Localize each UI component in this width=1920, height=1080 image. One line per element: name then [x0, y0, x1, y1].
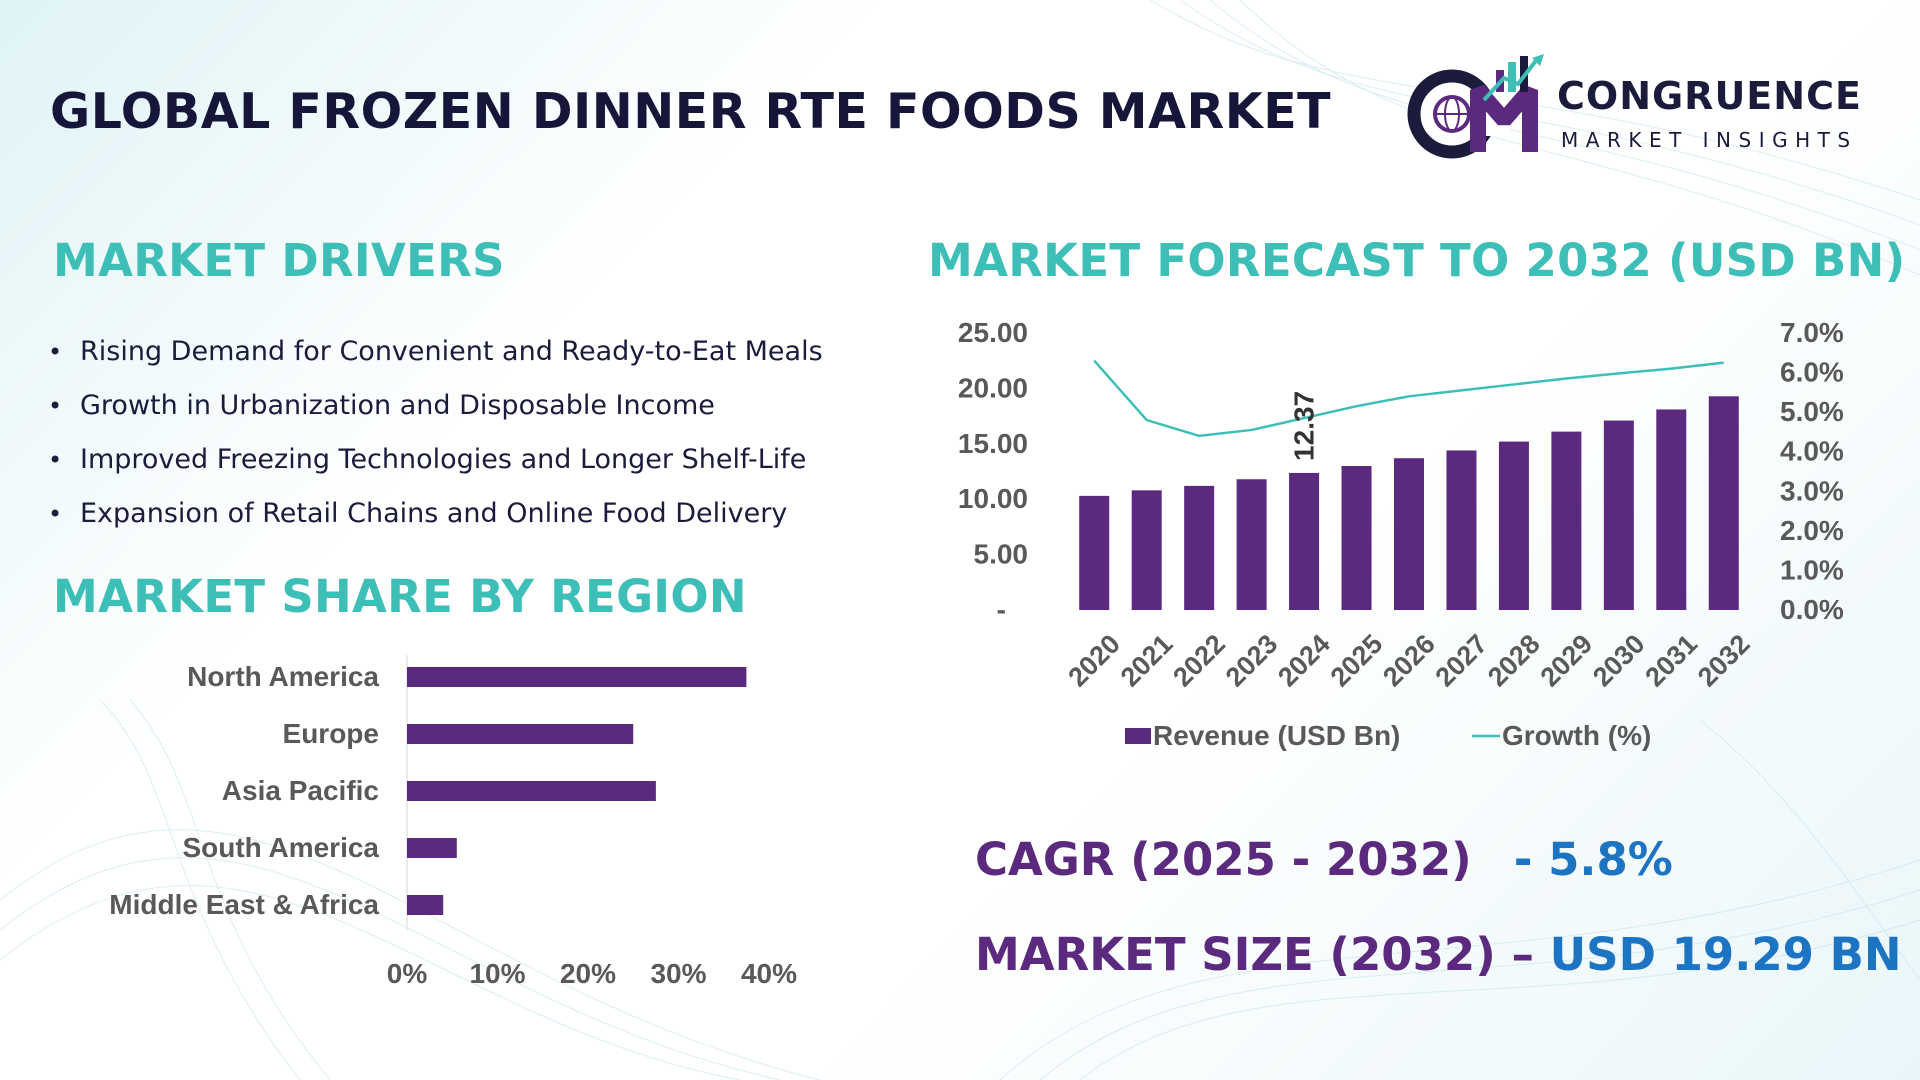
driver-item: • Improved Freezing Technologies and Long…	[48, 436, 823, 490]
region-bar	[407, 781, 656, 801]
revenue-bar	[1341, 465, 1372, 610]
driver-text: Growth in Urbanization and Disposable In…	[80, 390, 715, 421]
growth-line	[1093, 359, 1724, 438]
x-tick-label: 2027	[1430, 629, 1494, 693]
legend-growth-label: Growth (%)	[1502, 720, 1651, 751]
x-tick-label: 2028	[1482, 629, 1546, 693]
y-right-tick-label: 0.0%	[1780, 594, 1844, 625]
region-label: South America	[182, 832, 379, 863]
page-title: GLOBAL FROZEN DINNER RTE FOODS MARKET	[50, 83, 1332, 140]
company-logo: CONGRUENCE MARKET INSIGHTS	[1400, 52, 1900, 162]
logo-tagline: MARKET INSIGHTS	[1561, 128, 1858, 152]
x-tick-label: 2024	[1272, 629, 1336, 693]
y-left-tick-label: -	[997, 594, 1006, 625]
logo-name: CONGRUENCE	[1557, 74, 1862, 118]
bar-data-label: 12.37	[1289, 391, 1320, 461]
region-label: Asia Pacific	[222, 775, 379, 806]
x-tick-label: 30%	[650, 958, 706, 989]
y-right-tick-label: 3.0%	[1780, 475, 1844, 506]
y-right-tick-label: 2.0%	[1780, 515, 1844, 546]
region-label: Europe	[283, 718, 379, 749]
x-tick-label: 2020	[1062, 629, 1126, 693]
y-right-tick-label: 6.0%	[1780, 357, 1844, 388]
cagr-value: - 5.8%	[1513, 833, 1673, 886]
revenue-bar	[1079, 495, 1110, 610]
cagr-label: CAGR (2025 - 2032)	[975, 833, 1472, 886]
x-tick-label: 2026	[1377, 629, 1441, 693]
bullet-icon: •	[48, 500, 63, 528]
bullet-icon: •	[48, 338, 63, 366]
revenue-bar	[1184, 485, 1215, 610]
x-tick-label: 40%	[741, 958, 797, 989]
forecast-chart: - 5.00 10.00 15.00 20.00 25.00 0.0% 1.0% 2.0% 3.0…	[958, 317, 1844, 751]
driver-item: • Growth in Urbanization and Disposable I…	[48, 382, 823, 436]
y-left-tick-label: 25.00	[958, 317, 1028, 348]
x-tick-label: 0%	[387, 958, 428, 989]
cagr-metric: CAGR (2025 - 2032) - 5.8%	[975, 833, 1673, 886]
region-heading: MARKET SHARE BY REGION	[53, 570, 747, 623]
x-tick-label: 2025	[1325, 629, 1389, 693]
driver-item: • Expansion of Retail Chains and Online F…	[48, 490, 823, 544]
market-size-label: MARKET SIZE (2032) –	[975, 928, 1534, 981]
revenue-bar	[1551, 431, 1582, 610]
revenue-bar	[1498, 441, 1529, 610]
revenue-bar	[1603, 420, 1634, 610]
driver-text: Rising Demand for Convenient and Ready-t…	[80, 336, 823, 367]
x-tick-label: 20%	[560, 958, 616, 989]
revenue-bar	[1708, 396, 1739, 610]
x-tick-label: 2031	[1639, 629, 1703, 693]
region-label: North America	[187, 661, 379, 692]
region-label: Middle East & Africa	[109, 889, 379, 920]
market-size-value: USD 19.29 BN	[1549, 928, 1902, 981]
forecast-heading: MARKET FORECAST TO 2032 (USD BN)	[928, 234, 1906, 287]
revenue-bar	[1446, 450, 1477, 610]
legend-revenue-label: Revenue (USD Bn)	[1153, 720, 1400, 751]
revenue-bar	[1131, 490, 1162, 610]
driver-item: • Rising Demand for Convenient and Ready-…	[48, 328, 823, 382]
y-left-tick-label: 20.00	[958, 372, 1028, 403]
market-size-metric: MARKET SIZE (2032) – USD 19.29 BN	[975, 928, 1902, 981]
drivers-list: • Rising Demand for Convenient and Ready-…	[48, 328, 823, 544]
revenue-bar	[1656, 409, 1687, 610]
y-right-tick-label: 4.0%	[1780, 436, 1844, 467]
revenue-bar	[1236, 479, 1267, 610]
region-bar	[407, 724, 634, 744]
y-right-tick-label: 5.0%	[1780, 396, 1844, 427]
x-tick-label: 2032	[1692, 629, 1756, 693]
drivers-heading: MARKET DRIVERS	[53, 234, 505, 287]
region-share-chart: North America Europe Asia Pacific South Ame…	[109, 655, 797, 989]
y-left-tick-label: 10.00	[958, 483, 1028, 514]
x-tick-label: 2023	[1220, 629, 1284, 693]
region-bar	[407, 895, 444, 915]
x-tick-label: 2022	[1167, 629, 1231, 693]
logo-mark-icon	[1407, 54, 1544, 159]
y-right-tick-label: 1.0%	[1780, 554, 1844, 585]
legend-revenue-swatch	[1125, 728, 1151, 744]
y-left-tick-label: 5.00	[974, 539, 1029, 570]
x-tick-label: 10%	[469, 958, 525, 989]
y-left-tick-label: 15.00	[958, 428, 1028, 459]
driver-text: Improved Freezing Technologies and Longe…	[80, 444, 807, 475]
x-tick-label: 2030	[1587, 629, 1651, 693]
revenue-bar	[1289, 472, 1320, 610]
x-tick-label: 2029	[1535, 629, 1599, 693]
bullet-icon: •	[48, 446, 63, 474]
region-bar	[407, 838, 457, 858]
x-tick-label: 2021	[1115, 629, 1179, 693]
revenue-bar	[1394, 458, 1424, 610]
driver-text: Expansion of Retail Chains and Online Fo…	[80, 498, 788, 529]
region-bar	[407, 667, 747, 687]
y-right-tick-label: 7.0%	[1780, 317, 1844, 348]
bullet-icon: •	[48, 392, 63, 420]
